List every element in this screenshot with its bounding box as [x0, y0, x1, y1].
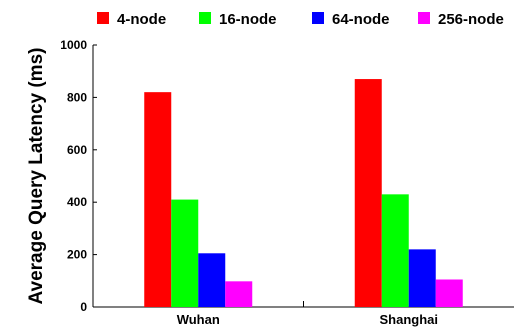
legend-label: 16-node	[219, 11, 277, 28]
bar-4-node-Shanghai	[354, 79, 382, 307]
bar-256-node-Wuhan	[225, 281, 253, 307]
y-tick-label: 0	[80, 300, 87, 314]
bar-16-node-Shanghai	[381, 194, 409, 307]
y-axis-label: Average Query Latency (ms)	[26, 48, 47, 305]
y-ticks: 0 200 400 600 800 1000	[60, 38, 97, 314]
y-tick-label: 200	[67, 248, 87, 262]
bar-64-node-Wuhan	[198, 253, 226, 307]
legend-swatch	[312, 12, 324, 24]
bar-64-node-Shanghai	[408, 249, 436, 307]
legend-label: 64-node	[332, 11, 390, 28]
bars	[144, 79, 463, 307]
x-ticks: Wuhan Shanghai	[177, 301, 438, 327]
bar-4-node-Wuhan	[144, 92, 172, 307]
x-tick-label: Wuhan	[177, 312, 220, 327]
legend-label: 256-node	[438, 11, 504, 28]
legend-swatch	[199, 12, 211, 24]
legend-label: 4-node	[117, 11, 166, 28]
y-tick-label: 400	[67, 195, 87, 209]
y-tick-label: 800	[67, 90, 87, 104]
bar-256-node-Shanghai	[435, 279, 463, 307]
y-tick-label: 600	[67, 143, 87, 157]
y-tick-label: 1000	[60, 38, 87, 52]
bar-16-node-Wuhan	[171, 199, 199, 307]
x-tick-label: Shanghai	[379, 312, 438, 327]
legend-swatch	[97, 12, 109, 24]
legend: 4-node 16-node 64-node 256-node	[97, 11, 504, 28]
legend-swatch	[418, 12, 430, 24]
